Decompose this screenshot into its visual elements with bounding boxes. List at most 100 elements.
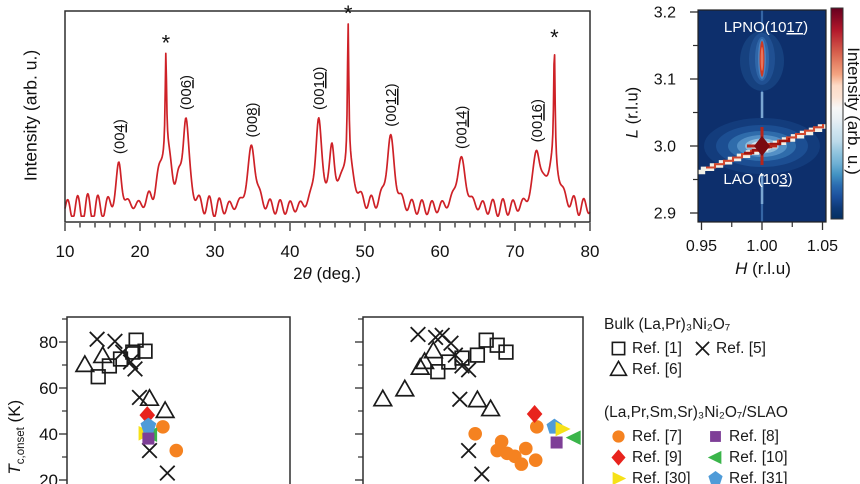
marker-x — [473, 466, 490, 482]
xrd-peak-label: (006) — [178, 75, 195, 110]
legend-row: Ref. [9] Ref. [10] — [609, 447, 860, 468]
marker-triangle-left — [707, 450, 722, 465]
marker-square — [550, 436, 563, 449]
rsm-y-tick-label: 3.2 — [654, 5, 676, 22]
marker-triangle-open — [467, 389, 488, 408]
legend-item: Ref. [8] — [706, 427, 779, 446]
legend-item-label: Ref. [5] — [716, 339, 766, 357]
colorbar-label: Intensity (arb. u.) — [844, 47, 860, 175]
colorbar — [830, 7, 844, 220]
legend-item: Ref. [7] — [609, 427, 706, 446]
tc-panel-left: 20 40 60 80 — [39, 316, 291, 484]
tc-y-tick-label: 40 — [39, 425, 58, 444]
substrate-peak-asterisk: * — [550, 25, 559, 50]
truncation-rod-bright — [760, 92, 764, 124]
legend-marker-square-open — [611, 341, 626, 356]
marker-circle — [468, 426, 483, 441]
marker-square-open — [128, 332, 144, 348]
xrd-y-axis-label: Intensity (arb. u.) — [20, 49, 41, 182]
legend-row: Ref. [6] — [609, 359, 860, 380]
marker-diamond — [611, 449, 626, 466]
xrd-x-tick-label: 20 — [131, 242, 150, 261]
legend-item-label: Ref. [9] — [632, 448, 682, 466]
plot-frame — [66, 316, 291, 484]
tc-y-tick-label: 20 — [39, 471, 58, 484]
marker-x — [131, 389, 148, 406]
marker-x — [443, 335, 459, 352]
marker-triangle-open — [92, 345, 113, 364]
legend-marker-triangle-right — [612, 471, 627, 484]
marker-square-open — [498, 344, 514, 360]
marker-x — [159, 465, 176, 482]
legend-marker-square — [710, 431, 721, 442]
marker-x — [695, 341, 710, 356]
marker-x — [89, 331, 106, 348]
rsm-y-axis-label: L (r.l.u) — [624, 23, 643, 203]
rsm-panel: LPNO(1017) LAO (103) 3.2 3.1 3.0 2.9 0.95 1.00 1… — [654, 5, 844, 255]
rsm-film-peak-core — [760, 46, 764, 71]
marker-x — [141, 442, 158, 459]
marker-x — [460, 361, 477, 378]
marker-square — [142, 432, 155, 445]
rsm-map-content: LPNO(1017) LAO (103) — [698, 10, 826, 222]
marker-circle — [612, 430, 625, 443]
legend-item: Ref. [5] — [693, 339, 766, 358]
marker-x — [460, 442, 477, 459]
legend: Bulk (La,Pr)₃Ni₂O₇ Ref. [1] Ref. [5] Ref. [… — [604, 316, 860, 484]
marker-square-open — [611, 341, 626, 356]
marker-x — [410, 326, 426, 343]
marker-square-open — [90, 369, 106, 385]
marker-square-open — [137, 343, 153, 359]
xrd-x-tick-label: 70 — [506, 242, 525, 261]
rsm-x-tick-label: 1.00 — [746, 238, 777, 255]
xrd-peak-label: (0012) — [383, 83, 400, 126]
xrd-peak-label: (0010) — [311, 67, 328, 110]
marker-x — [127, 360, 143, 377]
legend-marker-triangle-open — [609, 360, 628, 377]
xrd-curve — [64, 23, 591, 218]
theta-symbol: θ — [302, 264, 312, 283]
marker-triangle-open — [409, 357, 431, 376]
legend-item: Ref. [30] — [609, 469, 706, 484]
marker-circle — [514, 457, 529, 471]
tc-y-axis-subscript: c,onset — [15, 427, 28, 465]
legend-item: Ref. [31] — [706, 469, 788, 484]
rsm-x-axis-symbol: H — [735, 259, 748, 278]
marker-circle — [528, 453, 543, 468]
legend-item-label: Ref. [7] — [632, 427, 682, 445]
rsm-substrate-peak-center — [754, 136, 770, 156]
legend-group: Bulk (La,Pr)₃Ni₂O₇ Ref. [1] Ref. [5] Ref. [… — [604, 316, 860, 380]
xrd-x-axis-label-prefix: 2 — [293, 264, 303, 283]
tc-y-axis-unit: (K) — [4, 399, 24, 428]
marker-triangle-open — [480, 398, 501, 417]
legend-row: Ref. [30] Ref. [31] — [609, 468, 860, 484]
marker-triangle-open — [74, 354, 96, 373]
plot-frame — [64, 10, 591, 223]
marker-square-open — [430, 364, 446, 380]
truncation-rod-bright — [760, 176, 764, 204]
legend-item: Ref. [1] — [609, 339, 693, 358]
rsm-y-axis-unit: (r.l.u) — [623, 86, 642, 129]
tc-y-tick-label: 60 — [39, 379, 58, 398]
tc-panel-right — [355, 316, 584, 484]
rsm-y-tick-label: 3.0 — [654, 139, 676, 156]
marker-x — [114, 344, 131, 361]
rsm-y-tick-label: 3.1 — [654, 72, 676, 89]
tc-y-axis-label: Tc,onset (K) — [5, 362, 27, 484]
xrd-peak-label: (004) — [112, 119, 129, 154]
legend-row: Ref. [7] Ref. [8] — [609, 426, 860, 447]
marker-x — [451, 391, 468, 408]
xrd-x-axis-label: 2θ (deg.) — [227, 264, 427, 284]
legend-item-label: Ref. [30] — [632, 469, 691, 484]
marker-triangle-open — [414, 351, 435, 370]
xrd-x-tick-label: 10 — [56, 242, 75, 261]
xrd-x-tick-label: 50 — [356, 242, 375, 261]
xrd-peak-label: (008) — [244, 102, 261, 137]
marker-triangle-right — [555, 421, 571, 437]
marker-triangle-open — [394, 378, 416, 397]
rsm-x-axis-unit: (r.l.u) — [747, 259, 791, 278]
marker-square-open — [441, 354, 457, 370]
marker-diamond — [526, 404, 543, 423]
